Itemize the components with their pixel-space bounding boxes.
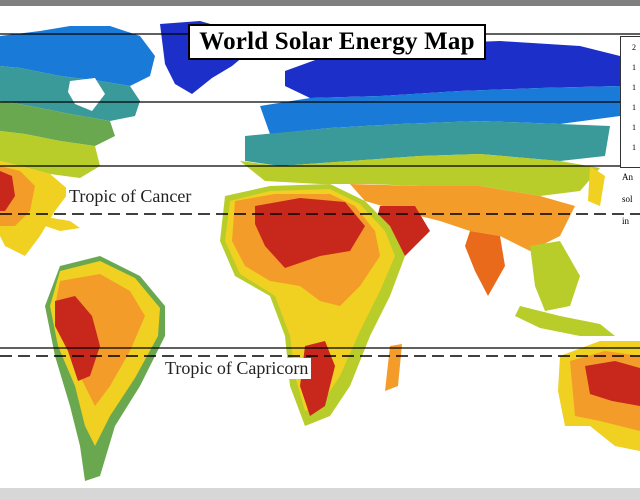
map-canvas — [0, 21, 640, 481]
hudson-bay — [68, 78, 105, 111]
legend-note-line-1: An — [622, 172, 633, 182]
bottom-border — [0, 488, 640, 500]
legend-value-4: 1 — [632, 103, 636, 112]
legend-box: 2 1 1 1 1 1 — [620, 36, 640, 168]
eurasia-zone-blue — [260, 86, 620, 134]
legend-value-3: 1 — [632, 83, 636, 92]
na-zone-red — [0, 171, 15, 211]
sahara-zone-red — [255, 198, 365, 268]
legend-note-line-3: in — [622, 216, 630, 226]
africa — [220, 184, 405, 426]
legend-value-5: 1 — [632, 123, 636, 132]
india-zone-orange — [465, 231, 505, 296]
madagascar — [385, 344, 402, 391]
indonesia — [515, 306, 615, 336]
eurasia-zone-teal — [245, 121, 610, 166]
caribbean-isles — [40, 216, 80, 231]
north-america — [0, 26, 155, 256]
legend-value-2: 1 — [632, 63, 636, 72]
eurasia — [240, 41, 620, 336]
australia — [558, 341, 640, 451]
map-title-box: World Solar Energy Map — [188, 24, 486, 60]
tropic-of-cancer-label: Tropic of Cancer — [66, 186, 195, 207]
south-america — [45, 256, 165, 481]
legend-value-6: 1 — [632, 143, 636, 152]
tropic-of-capricorn-label: Tropic of Capricorn — [162, 358, 312, 379]
legend-note-line-2: sol — [622, 194, 633, 204]
se-asia-green — [530, 241, 580, 311]
australia-zone-red — [585, 361, 640, 406]
world-map: World Solar Energy Map Tropic of Cancer … — [0, 6, 640, 488]
japan — [588, 166, 605, 206]
eurasia-zone-orange — [350, 184, 575, 251]
map-title: World Solar Energy Map — [199, 28, 475, 55]
eurasia-zone-yellowgreen — [240, 154, 600, 196]
na-arctic-islands — [75, 46, 120, 72]
sa-zone-red — [55, 296, 100, 381]
legend-value-1: 2 — [632, 43, 636, 52]
